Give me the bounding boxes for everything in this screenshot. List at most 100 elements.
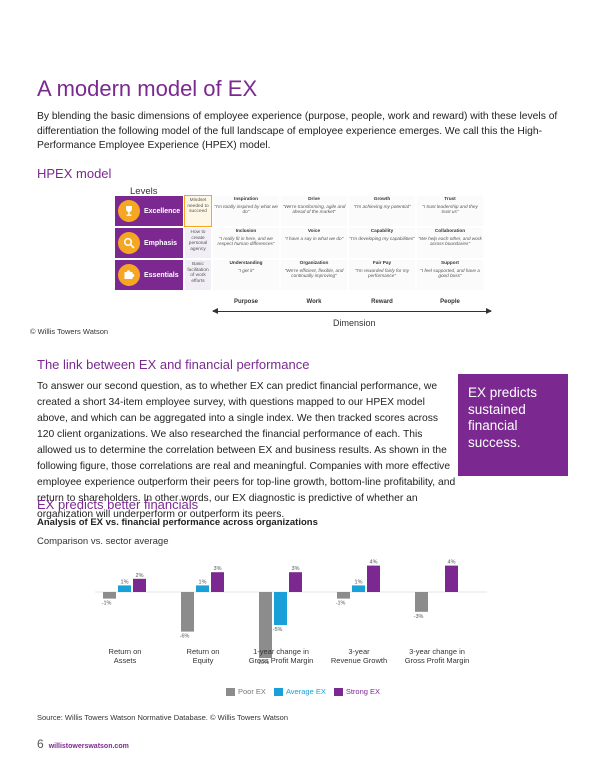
category-label: 3-year [348,647,370,656]
bar-poor-ex [103,592,116,599]
hpex-cell: Support "I feel supported, and have a goo… [417,260,483,290]
hpex-model: Excellence Mindset needed to succeed Inspi… [115,195,487,305]
hpex-level-label: Essentials [144,271,179,279]
data-label: 1% [199,579,207,585]
bar-poor-ex [337,592,350,599]
hpex-cell-quote: "I really fit in here, and we respect hu… [217,235,275,247]
hpex-cell-quote: "I'm achieving my potential" [353,203,411,209]
dimension-reward: Reward [371,299,393,305]
hpex-cell-heading: Support [441,260,459,265]
data-label: 1% [355,579,363,585]
dimension-work: Work [306,299,322,305]
legend-item: Average EX [273,687,326,696]
puzzle-icon [118,264,140,286]
category-label: Revenue Growth [331,656,387,665]
legend-swatch [226,687,235,696]
chart-legend: Poor EX Average EX Strong EX [226,687,388,696]
levels-label: Levels [130,186,158,197]
category-label: Gross Profit Margin [405,656,470,665]
hpex-row-emphasis: Emphasis How to create personal agency Inc… [115,228,487,258]
bar-strong-ex [133,578,146,592]
hpex-cell-quote: "We're efficient, flexible, and continua… [284,267,344,279]
hpex-cell-heading: Voice [307,228,321,233]
callout-text: EX predicts sustained financial success. [468,385,538,450]
legend-item: Strong EX [333,687,380,696]
hpex-cell-heading: Capability [370,228,394,233]
dimension-label: Dimension [333,318,376,328]
data-label: -10% [256,660,269,666]
bar-average-ex [196,585,209,592]
hpex-level-label: Excellence [144,207,181,215]
page-number: 6 [37,737,44,751]
hpex-cell-quote: "I'm developing my capabilities" [349,235,415,241]
hpex-cell-heading: Collaboration [434,228,466,233]
bar-poor-ex [415,592,428,612]
hpex-cell-quote: "I have a say in what we do" [284,235,344,241]
data-label: 2% [136,573,144,579]
source-note: Source: Willis Towers Watson Normative D… [37,713,289,722]
hpex-cell: Voice "I have a say in what we do" [281,228,347,258]
hpex-cell: Understanding "I get it" [213,260,279,290]
data-label: -3% [414,614,424,620]
hpex-level-description: Basic facilitation of work efforts [185,260,211,290]
hpex-cell-heading: Trust [444,196,456,201]
hpex-cell-quote: "I feel supported, and have a good boss" [420,267,480,279]
category-label: Gross Profit Margin [249,656,314,665]
hpex-cell: Trust "I trust leadership and they trust … [417,196,483,226]
dimension-people: People [440,299,460,305]
bar-strong-ex [367,565,380,592]
hpex-cell-quote: "I trust leadership and they trust us" [422,203,478,215]
legend-swatch [273,687,283,696]
hpex-cell: Capability "I'm developing my capabilitie… [349,228,415,258]
data-label: 4% [448,560,456,566]
link-heading: The link between EX and financial perfor… [37,357,310,372]
chart-title: Analysis of EX vs. financial performance… [37,517,318,528]
legend-label: Average EX [285,687,326,696]
bar-strong-ex [289,572,302,592]
data-label: -1% [336,601,346,607]
data-label: -5% [273,627,283,633]
hpex-cell-quote: "We help each other, and work across bou… [418,235,482,247]
hpex-cell: Fair Pay "I'm rewarded fairly for my perf… [349,260,415,290]
hpex-cell-heading: Inclusion [235,228,257,233]
category-label: Return on [187,647,220,656]
legend-item: Poor EX [226,687,266,696]
hpex-cell-heading: Inspiration [234,196,258,201]
intro-paragraph: By blending the basic dimensions of empl… [37,111,558,151]
bar-average-ex [274,592,287,625]
hpex-row-excellence: Excellence Mindset needed to succeed Inspi… [115,195,487,227]
hpex-cell-heading: Organization [299,260,329,265]
dimension-purpose: Purpose [233,299,258,305]
hpex-cell-quote: "I'm rewarded fairly for my performance" [354,267,410,279]
category-label: Return on [109,647,142,656]
page-title: A modern model of EX [37,76,258,101]
category-label: 3-year change in [409,647,465,656]
hpex-cell: Inspiration "I'm totally inspired by what… [213,196,279,226]
data-label: 3% [292,566,300,572]
hpex-cell: Drive "We're transforming, agile and ahea… [281,196,347,226]
hpex-row-header: Emphasis [115,228,183,258]
hpex-cell-quote: "We're transforming, agile and ahead of … [282,203,346,215]
legend-swatch [333,687,343,696]
data-label: -6% [180,634,190,640]
data-label: 1% [121,579,129,585]
bar-poor-ex [259,592,272,658]
hpex-row-header: Essentials [115,260,183,290]
hpex-row-essentials: Essentials Basic facilitation of work eff… [115,260,487,290]
hpex-cell-heading: Understanding [229,260,263,265]
predicts-heading: EX predicts better financials [37,497,199,512]
data-label: 3% [214,566,222,572]
chart-subtitle: Comparison vs. sector average [37,536,169,547]
hpex-row-header: Excellence [115,196,183,226]
category-label: Assets [114,656,137,665]
hpex-level-label: Emphasis [144,239,178,247]
footer-url[interactable]: willistowerswatson.com [48,743,129,750]
hpex-cell-heading: Drive [308,196,320,201]
hpex-heading: HPEX model [37,166,112,181]
footer: 6 willistowerswatson.com [37,737,129,751]
hpex-cell-quote: "I get it" [237,267,255,273]
bar-average-ex [352,585,365,592]
hpex-cell-heading: Fair Pay [372,260,392,265]
bar-average-ex [118,585,131,592]
